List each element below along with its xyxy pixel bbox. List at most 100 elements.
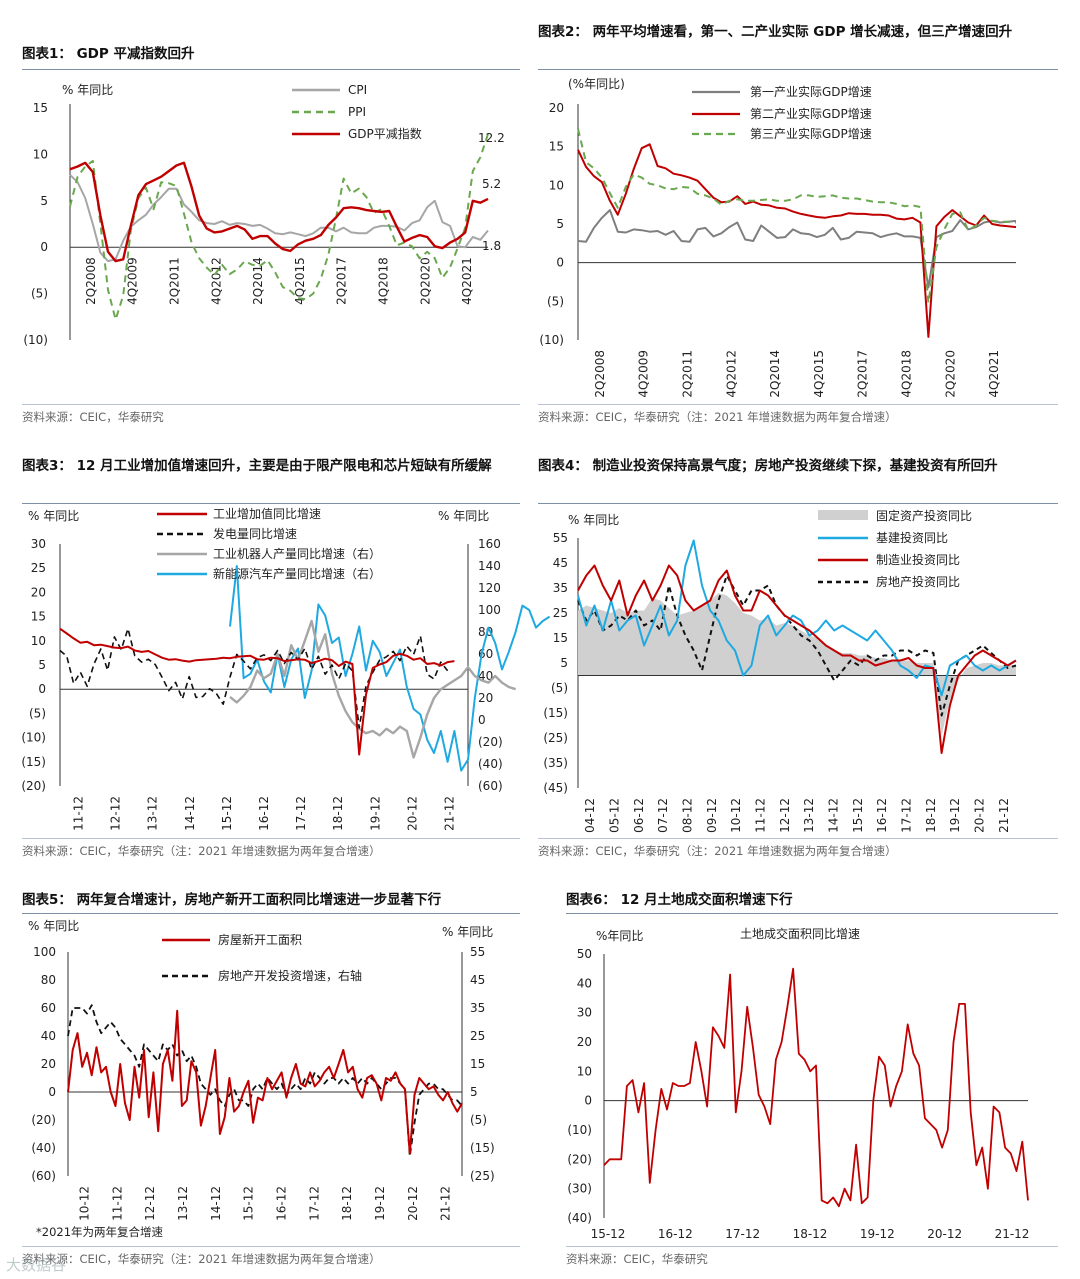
legend-swatch (818, 510, 868, 520)
y-tick-label-left: 15 (31, 610, 46, 624)
y-tick-label: (10) (23, 333, 48, 347)
x-tick-label: 21-12 (995, 1227, 1030, 1241)
y-tick-label-right: (25) (470, 1169, 495, 1183)
series-line-发电量同比增速 (59, 627, 449, 729)
series-line-土地成交面积同比增速 (603, 967, 1029, 1208)
legend-label: 第一产业实际GDP增速 (750, 84, 872, 99)
series-line-基建投资同比 (577, 539, 1017, 697)
y-tick-label: 55 (553, 531, 568, 545)
y-tick-label-right: 140 (478, 559, 501, 573)
x-tick-label: 04-12 (583, 798, 597, 833)
y-tick-label: 25 (553, 606, 568, 620)
x-tick-label: 16-12 (257, 796, 271, 831)
y-tick-label-left: (15) (21, 755, 46, 769)
chart-title: 图表5： 两年复合增速计，房地产新开工面积同比增速进一步显著下行 (22, 892, 442, 908)
chart-title: 图表2： 两年平均增速看，第一、二产业实际 GDP 增长减速，但三产增速回升 (538, 24, 1013, 40)
y-tick-label: 10 (549, 178, 564, 192)
watermark: 大数据谷 (6, 1256, 67, 1274)
y-tick-label-left: 20 (31, 585, 46, 599)
y-tick-label: (25) (543, 731, 568, 745)
x-tick-label: 18-12 (340, 1186, 354, 1221)
x-tick-label: 4Q2012 (209, 257, 223, 305)
series-line-PPI (69, 133, 489, 321)
y-axis-unit-right: % 年同比 (438, 509, 489, 523)
y-tick-label-left: (60) (31, 1169, 56, 1183)
series-line-第一产业实际GDP增速 (577, 209, 1017, 289)
x-tick-label: 4Q2009 (637, 350, 651, 398)
y-tick-label: 35 (553, 581, 568, 595)
x-tick-label: 2Q2011 (681, 350, 695, 398)
chart-title: 图表4： 制造业投资保持高景气度；房地产投资继续下探，基建投资有所回升 (538, 458, 998, 474)
chart-1-plot: % 年同比 15 10 5 0 (5) (10) 2Q2008 4Q2009 2Q2011 4Q20… (23, 83, 504, 347)
y-tick-label-left: 0 (48, 1085, 56, 1099)
y-tick-label: 10 (33, 147, 48, 161)
chart-title: 图表6： 12 月土地成交面积增速下行 (566, 892, 793, 908)
y-tick-label: 5 (40, 194, 48, 208)
x-tick-label: 2Q2017 (856, 350, 870, 398)
x-tick-label: 10-12 (77, 1186, 91, 1221)
x-tick-label: 2Q2014 (768, 350, 782, 398)
x-tick-label: 07-12 (656, 798, 670, 833)
y-tick-label: 50 (577, 947, 592, 961)
x-tick-label: 19-12 (948, 798, 962, 833)
y-tick-label: (35) (543, 756, 568, 770)
y-tick-label-left: (20) (31, 1113, 56, 1127)
x-tick-label: 12-12 (778, 798, 792, 833)
series-line-第二产业实际GDP增速 (577, 143, 1017, 338)
x-tick-label: 19-12 (860, 1227, 895, 1241)
legend-label: 新能源汽车产量同比增速（右） (213, 566, 381, 581)
y-tick-label-left: 40 (41, 1029, 56, 1043)
y-tick-label: 5 (560, 656, 568, 670)
x-tick-label: 10-12 (729, 798, 743, 833)
x-tick-label: 15-12 (242, 1186, 256, 1221)
y-tick-label-right: (20) (478, 735, 503, 749)
y-tick-label-right: 25 (470, 1029, 485, 1043)
x-tick-label: 11-12 (754, 798, 768, 833)
y-tick-label: (5) (31, 287, 48, 301)
x-tick-label: 05-12 (608, 798, 622, 833)
y-tick-label: (45) (543, 781, 568, 795)
y-tick-label: 40 (577, 976, 592, 990)
y-axis-unit: %年同比 (596, 929, 643, 943)
legend-label: 第二产业实际GDP增速 (750, 106, 872, 121)
x-tick-label: 18-12 (793, 1227, 828, 1241)
y-tick-label: 15 (553, 631, 568, 645)
chart-panel-3: 图表3： 12 月工业增加值增速回升，主要是由于限产限电和芯片短缺有所缓解 % … (21, 456, 551, 868)
x-tick-label: 09-12 (705, 798, 719, 833)
x-tick-label: 20-12 (406, 1186, 420, 1221)
y-tick-label: (5) (551, 681, 568, 695)
y-axis-unit: (%年同比) (568, 77, 625, 91)
x-tick-label: 17-12 (725, 1227, 760, 1241)
chart-source: 资料来源：CEIC，华泰研究（注：2021 年增速数据为两年复合增速） (538, 844, 897, 858)
chart-panel-6: 图表6： 12 月土地成交面积增速下行 %年同比 土地成交面积同比增速 50 40 30… (566, 890, 1058, 1279)
y-tick-label-left: 0 (38, 682, 46, 696)
y-tick-label-right: (5) (470, 1113, 487, 1127)
y-tick-label-left: 100 (33, 945, 56, 959)
series-area-固定资产投资同比 (578, 593, 1016, 736)
y-tick-label-left: (20) (21, 779, 46, 793)
chart-footnote: *2021年为两年复合增速 (36, 1225, 164, 1239)
x-tick-label: 18-12 (331, 796, 345, 831)
x-tick-label: 20-12 (405, 796, 419, 831)
y-tick-label-right: (40) (478, 757, 503, 771)
x-tick-label: 06-12 (632, 798, 646, 833)
y-tick-label-left: 30 (31, 537, 46, 551)
chart-3-plot: % 年同比 % 年同比 30 25 20 15 10 5 0 (5) (10) (15) (20) 160… (21, 506, 551, 831)
chart-panel-2: 图表2： 两年平均增速看，第一、二产业实际 GDP 增长减速，但三产增速回升 (… (538, 22, 1058, 432)
series-line-房屋新开工面积 (67, 1009, 463, 1155)
y-tick-label-right: 160 (478, 537, 501, 551)
x-tick-label: 17-12 (307, 1186, 321, 1221)
y-tick-label: 5 (556, 217, 564, 231)
y-tick-label: 0 (40, 240, 48, 254)
x-tick-label: 4Q2015 (293, 257, 307, 305)
x-tick-label: 11-12 (72, 796, 86, 831)
x-tick-label: 4Q2021 (987, 350, 1001, 398)
x-tick-label: 16-12 (658, 1227, 693, 1241)
y-tick-label: (15) (543, 706, 568, 720)
y-tick-label: (30) (567, 1182, 592, 1196)
series-line-CPI (69, 174, 489, 263)
end-label: 1.8 (482, 239, 501, 253)
x-tick-label: 14-12 (827, 798, 841, 833)
chart-source: 资料来源：CEIC，华泰研究（注：2021 年增速数据为两年复合增速） (22, 1252, 381, 1266)
y-tick-label-left: (10) (21, 731, 46, 745)
